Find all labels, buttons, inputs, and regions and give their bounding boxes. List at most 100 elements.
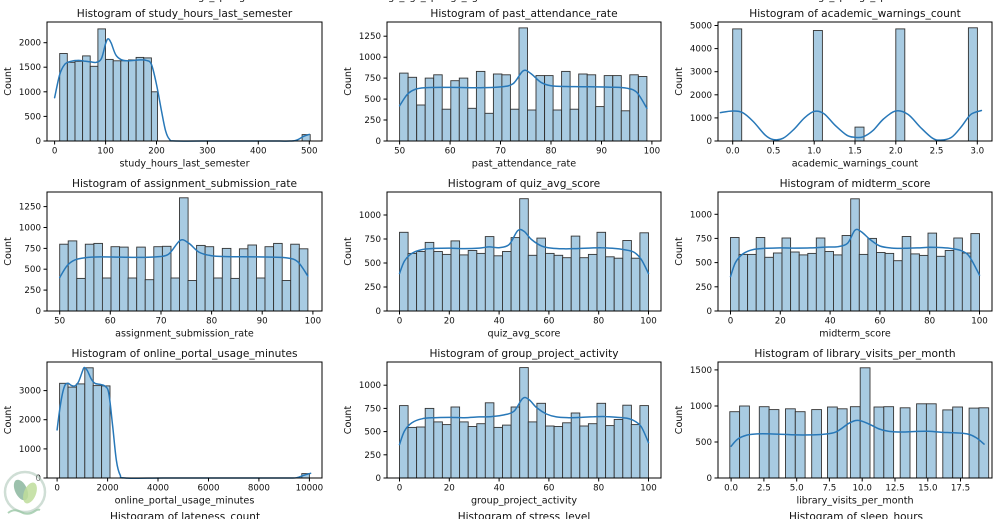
- histogram-bar: [545, 252, 555, 312]
- histogram-bar: [519, 367, 529, 479]
- x-axis-label: midterm_score: [819, 329, 891, 340]
- histogram-bar: [613, 257, 624, 312]
- y-tick-label: 250: [695, 283, 712, 293]
- histogram-bar: [120, 60, 129, 142]
- histogram-bar: [484, 112, 494, 142]
- histogram-bar: [76, 277, 86, 312]
- histogram-bar: [629, 74, 639, 142]
- histogram-bar: [785, 408, 796, 479]
- histogram-bar: [836, 408, 848, 479]
- y-tick-label: 500: [364, 428, 381, 438]
- histogram-bar: [729, 411, 741, 479]
- y-axis-label: Count: [674, 67, 685, 96]
- histogram-bar: [936, 255, 946, 312]
- x-tick-label: 80: [593, 484, 604, 494]
- histogram-bar: [781, 237, 792, 312]
- histogram-bar: [758, 406, 770, 479]
- y-tick-label: 250: [24, 286, 41, 296]
- histogram-bar: [105, 58, 114, 142]
- histogram-bar: [536, 402, 546, 479]
- histogram-bar: [952, 406, 963, 479]
- histogram-bar: [467, 250, 478, 312]
- histogram-bar: [854, 126, 865, 142]
- histogram-bar: [492, 73, 503, 142]
- histogram-bar: [273, 242, 283, 312]
- x-tick-label: 15.0: [918, 484, 937, 494]
- histogram-bar: [807, 252, 817, 312]
- histogram-bar: [570, 412, 581, 479]
- histogram-bar: [536, 237, 546, 312]
- histogram-bar: [944, 250, 955, 312]
- y-tick-label: 1000: [19, 224, 41, 234]
- axes-box: [386, 361, 662, 479]
- y-tick-label: 500: [695, 438, 712, 448]
- watermark-ring: [3, 470, 47, 514]
- y-tick-label: 1000: [359, 381, 381, 391]
- x-tick-label: 80: [545, 147, 556, 157]
- chart-title: Histogram of group_project_activity: [429, 348, 618, 360]
- histogram-bar: [256, 277, 266, 312]
- histogram-bar: [75, 383, 86, 479]
- x-tick-label: 7.5: [822, 484, 836, 494]
- histogram-bar: [562, 257, 572, 312]
- histogram-bar: [493, 255, 503, 312]
- y-tick-label: 0: [375, 137, 381, 147]
- histogram-bar: [67, 240, 78, 312]
- histogram-bar: [128, 59, 137, 142]
- y-tick-label: 750: [24, 244, 41, 254]
- histogram-bar: [407, 76, 418, 142]
- histogram-bar: [187, 280, 198, 312]
- chart-title: Histogram of midterm_score: [780, 178, 931, 190]
- histogram-past-attendance-rate: 50 60 70 80 90 100025050075010001250Histogram…: [343, 8, 662, 170]
- histogram-bar: [59, 243, 69, 312]
- cropped-next-row-title: Histogram of sleep_hours: [788, 511, 923, 519]
- histogram-bar: [899, 407, 911, 479]
- histogram-bar: [603, 75, 614, 142]
- kde-curve: [398, 396, 650, 446]
- histogram-bar: [67, 386, 77, 479]
- histogram-bar: [942, 409, 954, 479]
- histogram-bar: [510, 108, 520, 142]
- histogram-bar: [112, 60, 122, 142]
- histogram-bar: [450, 240, 461, 312]
- histogram-online-portal-usage-minutes: 0 2000 4000 6000 8000 10000 0 1000 2000 3000 Histo…: [3, 348, 323, 507]
- histogram-bar: [476, 252, 486, 312]
- histogram-bar: [290, 243, 300, 312]
- histogram-bar: [570, 235, 581, 312]
- histogram-bar: [238, 248, 249, 312]
- y-tick-label: 500: [24, 112, 41, 122]
- x-tick-label: 60: [445, 147, 456, 157]
- y-tick-label: 2000: [19, 39, 41, 49]
- x-tick-label: 60: [874, 317, 885, 327]
- x-tick-label: 2000: [97, 484, 119, 494]
- cropped-text-fragment: g_g_p g_g: [388, 0, 520, 4]
- histogram-bar: [493, 426, 503, 479]
- histogram-bar: [135, 56, 145, 142]
- histogram-bar: [92, 385, 103, 479]
- histogram-bar: [527, 421, 538, 479]
- y-tick-label: 1250: [359, 32, 381, 42]
- histogram-bar: [587, 423, 598, 479]
- histogram-bar: [849, 406, 861, 479]
- y-axis-label: Count: [343, 406, 354, 435]
- histogram-bar: [815, 237, 826, 312]
- histogram-bar: [89, 65, 99, 142]
- x-axis-label: academic_warnings_count: [792, 159, 919, 170]
- histogram-bar: [739, 405, 750, 479]
- axes-box: [46, 191, 323, 312]
- x-tick-label: 300: [199, 147, 216, 157]
- histogram-bar: [883, 406, 895, 479]
- histogram-bar: [407, 426, 418, 479]
- axes-box: [717, 361, 993, 479]
- y-axis-label: Count: [674, 406, 685, 435]
- y-tick-label: 500: [24, 265, 41, 275]
- histogram-bar: [833, 254, 843, 312]
- x-tick-label: 100: [640, 484, 657, 494]
- histogram-bar: [790, 251, 800, 312]
- histogram-bar: [569, 108, 580, 142]
- x-tick-label: 80: [593, 317, 604, 327]
- y-axis-label: Count: [3, 406, 14, 435]
- histogram-bar: [213, 277, 223, 312]
- y-tick-label: 1000: [19, 88, 41, 98]
